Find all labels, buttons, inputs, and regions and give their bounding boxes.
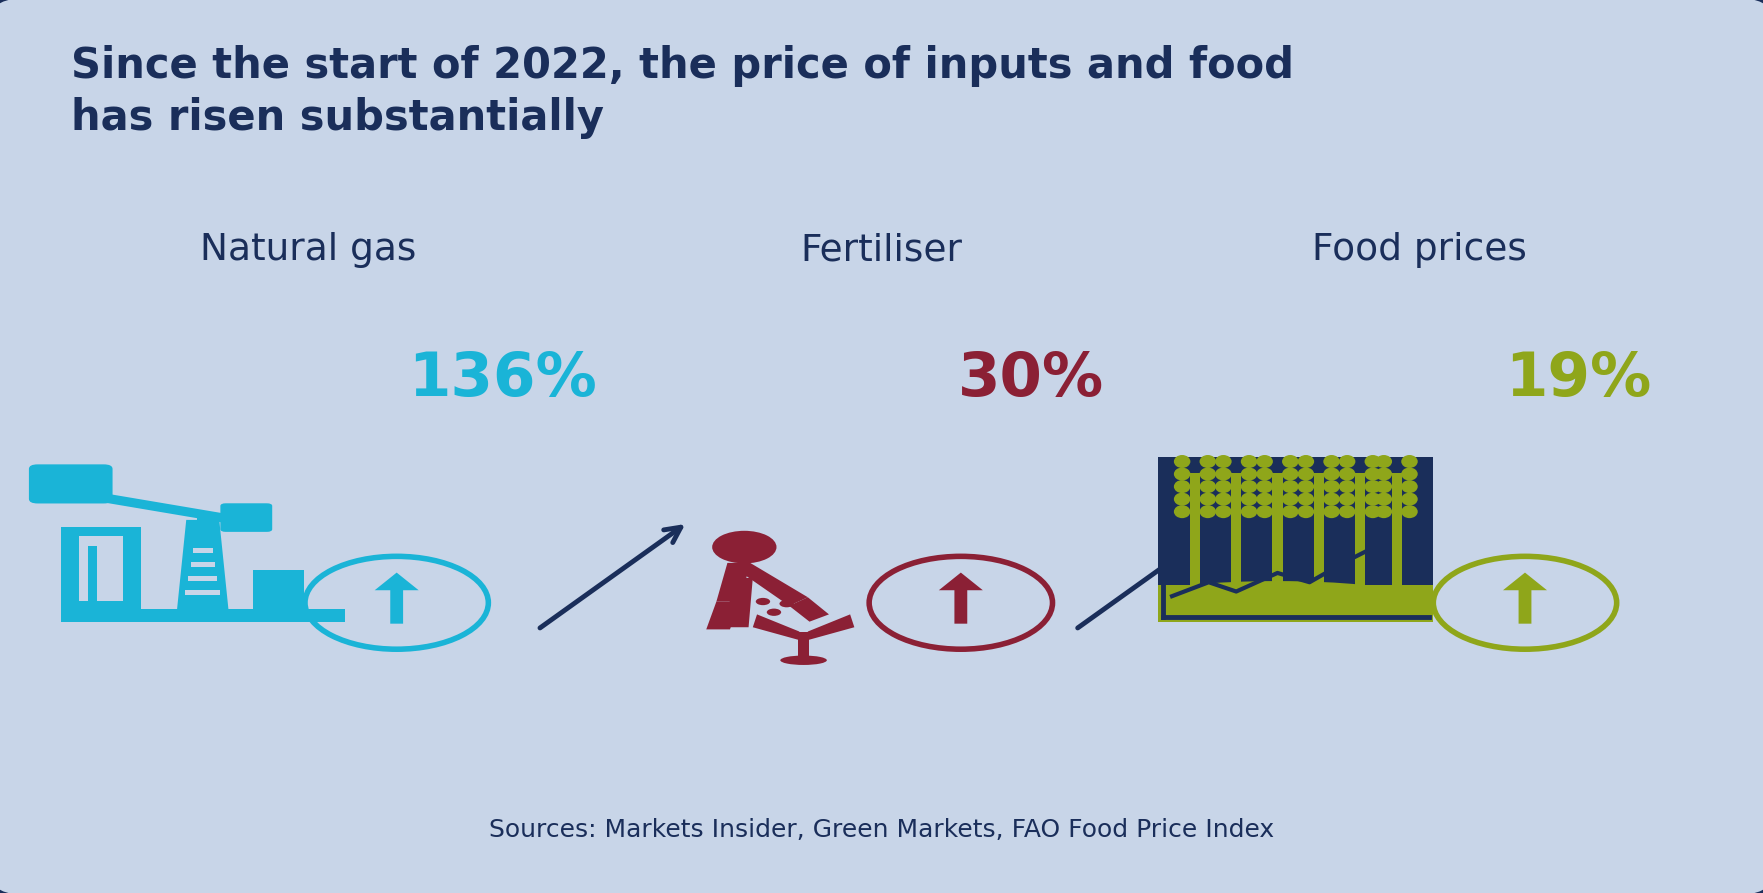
FancyArrow shape <box>940 572 982 623</box>
Ellipse shape <box>1174 505 1190 518</box>
Ellipse shape <box>1338 493 1356 505</box>
Ellipse shape <box>1282 455 1299 468</box>
Ellipse shape <box>1174 480 1190 493</box>
FancyBboxPatch shape <box>1190 473 1201 607</box>
FancyArrow shape <box>1504 572 1546 623</box>
Polygon shape <box>71 488 234 524</box>
Ellipse shape <box>1199 455 1216 468</box>
FancyBboxPatch shape <box>185 590 220 595</box>
Ellipse shape <box>1402 493 1417 505</box>
Text: Food prices: Food prices <box>1312 232 1527 268</box>
Ellipse shape <box>1174 493 1190 505</box>
Ellipse shape <box>1298 480 1313 493</box>
FancyBboxPatch shape <box>1158 585 1433 622</box>
Ellipse shape <box>1282 468 1299 480</box>
Ellipse shape <box>1298 493 1313 505</box>
Text: 30%: 30% <box>959 350 1104 409</box>
Circle shape <box>712 530 776 563</box>
Text: Sources: Markets Insider, Green Markets, FAO Food Price Index: Sources: Markets Insider, Green Markets,… <box>488 819 1275 842</box>
Ellipse shape <box>1257 505 1273 518</box>
Ellipse shape <box>1241 455 1257 468</box>
FancyBboxPatch shape <box>197 512 208 522</box>
Ellipse shape <box>1257 493 1273 505</box>
Ellipse shape <box>1365 468 1380 480</box>
Ellipse shape <box>1215 505 1232 518</box>
Ellipse shape <box>1158 581 1396 606</box>
Ellipse shape <box>1215 455 1232 468</box>
Ellipse shape <box>1338 505 1356 518</box>
Ellipse shape <box>1298 455 1313 468</box>
FancyBboxPatch shape <box>254 570 303 609</box>
Ellipse shape <box>1257 480 1273 493</box>
Ellipse shape <box>1324 455 1340 468</box>
Ellipse shape <box>1402 480 1417 493</box>
Ellipse shape <box>1324 493 1340 505</box>
Ellipse shape <box>1215 493 1232 505</box>
Text: Fertiliser: Fertiliser <box>800 232 963 268</box>
Ellipse shape <box>1338 480 1356 493</box>
Ellipse shape <box>1375 505 1393 518</box>
FancyBboxPatch shape <box>79 536 123 601</box>
Ellipse shape <box>1174 468 1190 480</box>
FancyBboxPatch shape <box>1158 457 1433 622</box>
FancyBboxPatch shape <box>1391 473 1402 607</box>
Ellipse shape <box>1241 480 1257 493</box>
FancyBboxPatch shape <box>60 527 141 609</box>
Text: 136%: 136% <box>407 350 598 409</box>
Ellipse shape <box>1257 455 1273 468</box>
Text: Natural gas: Natural gas <box>201 232 416 268</box>
Text: Since the start of 2022, the price of inputs and food
has risen substantially: Since the start of 2022, the price of in… <box>71 45 1294 138</box>
Ellipse shape <box>1402 455 1417 468</box>
Ellipse shape <box>1324 505 1340 518</box>
Polygon shape <box>790 597 829 622</box>
Ellipse shape <box>1375 480 1393 493</box>
Ellipse shape <box>1199 480 1216 493</box>
FancyBboxPatch shape <box>220 504 272 532</box>
Ellipse shape <box>1365 493 1380 505</box>
Ellipse shape <box>1402 468 1417 480</box>
Circle shape <box>779 600 793 607</box>
FancyBboxPatch shape <box>1356 473 1365 607</box>
Ellipse shape <box>1298 468 1313 480</box>
Circle shape <box>767 609 781 616</box>
Ellipse shape <box>1375 455 1393 468</box>
Ellipse shape <box>1338 455 1356 468</box>
Ellipse shape <box>1199 493 1216 505</box>
Ellipse shape <box>1324 480 1340 493</box>
Ellipse shape <box>1199 468 1216 480</box>
FancyBboxPatch shape <box>189 576 217 580</box>
Polygon shape <box>707 602 740 630</box>
Ellipse shape <box>1199 505 1216 518</box>
Ellipse shape <box>1257 468 1273 480</box>
Ellipse shape <box>1365 505 1380 518</box>
Polygon shape <box>728 578 753 627</box>
Ellipse shape <box>1365 455 1380 468</box>
Polygon shape <box>176 520 229 609</box>
Ellipse shape <box>1298 505 1313 518</box>
Text: 19%: 19% <box>1504 350 1652 409</box>
Polygon shape <box>728 563 807 605</box>
Circle shape <box>756 598 770 605</box>
Polygon shape <box>807 614 855 640</box>
FancyBboxPatch shape <box>1273 473 1282 607</box>
FancyBboxPatch shape <box>799 631 809 662</box>
FancyBboxPatch shape <box>190 563 215 567</box>
Ellipse shape <box>1241 468 1257 480</box>
Ellipse shape <box>1402 505 1417 518</box>
Ellipse shape <box>1324 468 1340 480</box>
Ellipse shape <box>781 655 827 665</box>
Ellipse shape <box>1241 493 1257 505</box>
Ellipse shape <box>1338 468 1356 480</box>
Ellipse shape <box>1215 480 1232 493</box>
Ellipse shape <box>1241 505 1257 518</box>
Ellipse shape <box>1282 493 1299 505</box>
FancyArrow shape <box>376 572 418 623</box>
FancyBboxPatch shape <box>60 609 346 622</box>
Ellipse shape <box>1375 493 1393 505</box>
FancyBboxPatch shape <box>28 464 113 504</box>
Ellipse shape <box>1375 468 1393 480</box>
FancyBboxPatch shape <box>1231 473 1241 607</box>
Polygon shape <box>716 563 751 602</box>
Ellipse shape <box>1282 505 1299 518</box>
